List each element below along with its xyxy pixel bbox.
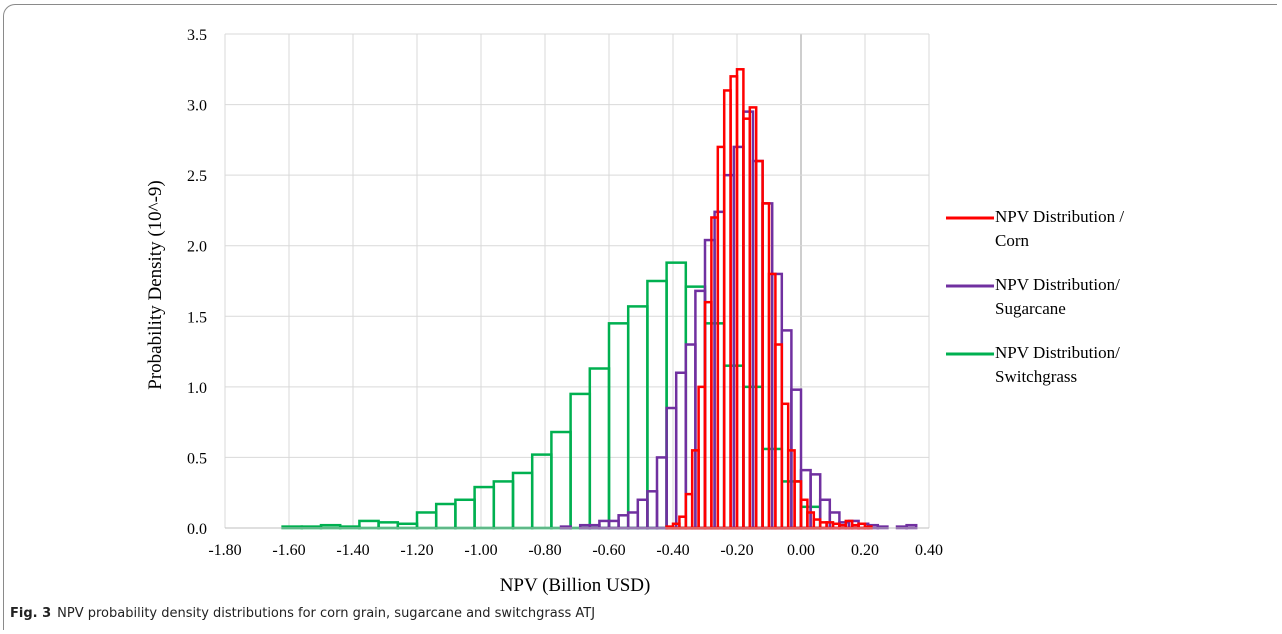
histogram-bin bbox=[790, 388, 803, 530]
histogram-bin bbox=[646, 490, 659, 530]
histogram-bin bbox=[703, 238, 716, 530]
histogram-bin bbox=[732, 145, 745, 530]
y-tick-label: 3.0 bbox=[187, 98, 207, 115]
histogram-bin bbox=[511, 471, 534, 530]
histogram-bin bbox=[828, 511, 841, 530]
histogram-bin bbox=[818, 498, 832, 530]
y-tick-label: 0.0 bbox=[187, 521, 207, 538]
histogram-bin bbox=[607, 519, 620, 530]
series-switchgrass bbox=[281, 261, 822, 530]
y-tick-label: 2.5 bbox=[187, 168, 207, 185]
histogram-bin bbox=[396, 522, 419, 530]
histogram-bin bbox=[694, 289, 707, 530]
legend-label: NPV Distribution/ bbox=[995, 275, 1120, 294]
caption-label: Fig. 3 bbox=[10, 606, 52, 621]
histogram-bin bbox=[377, 521, 400, 530]
x-tick-label: -1.80 bbox=[208, 542, 241, 559]
legend-label: Corn bbox=[995, 231, 1030, 250]
legend: NPV Distribution / Corn NPV Distribution/S… bbox=[946, 207, 1124, 386]
legend-label: Sugarcane bbox=[995, 299, 1066, 318]
histogram-bin bbox=[626, 511, 640, 530]
x-tick-label: 0.20 bbox=[851, 542, 879, 559]
histogram-series bbox=[281, 68, 918, 530]
x-tick-label: -1.20 bbox=[400, 542, 433, 559]
histogram-bin bbox=[742, 110, 755, 530]
x-tick-label: -0.40 bbox=[656, 542, 689, 559]
histogram-bin bbox=[434, 502, 457, 530]
histogram-bin bbox=[674, 371, 688, 530]
histogram-bin bbox=[617, 514, 630, 530]
y-tick-label: 3.5 bbox=[187, 27, 207, 44]
x-tick-label: -1.60 bbox=[272, 542, 305, 559]
y-tick-label: 1.5 bbox=[187, 309, 207, 326]
histogram-bin bbox=[358, 519, 380, 530]
histogram-bin bbox=[473, 485, 496, 530]
histogram-bin bbox=[722, 173, 736, 530]
x-axis-title: NPV (Billion USD) bbox=[500, 575, 651, 596]
histogram-bin bbox=[569, 392, 592, 530]
histogram-bin bbox=[761, 202, 774, 530]
histogram-bin bbox=[530, 453, 553, 530]
histogram-bin bbox=[684, 343, 697, 530]
histogram-bin bbox=[454, 498, 476, 530]
legend-entry: NPV Distribution/Switchgrass bbox=[946, 343, 1120, 386]
caption-text: NPV probability density distributions fo… bbox=[57, 606, 596, 621]
legend-label: Switchgrass bbox=[995, 367, 1077, 386]
grid-lines bbox=[224, 33, 930, 529]
histogram-bin bbox=[636, 498, 649, 530]
y-tick-label: 0.5 bbox=[187, 450, 207, 467]
y-tick-label: 1.0 bbox=[187, 380, 207, 397]
histogram-bin bbox=[415, 511, 438, 530]
histogram-bin bbox=[492, 480, 515, 530]
histogram-bin bbox=[655, 456, 668, 530]
histogram-bin bbox=[665, 406, 678, 530]
x-tick-labels: -1.80 -1.60 -1.40 -1.20 -1.00 -0.80 -0.60 -0.40… bbox=[208, 542, 943, 559]
x-tick-label: 0.00 bbox=[787, 542, 815, 559]
x-tick-label: -0.20 bbox=[720, 542, 753, 559]
x-tick-label: -1.40 bbox=[336, 542, 369, 559]
histogram-bin bbox=[598, 519, 611, 530]
y-axis-title: Probability Density (10^-9) bbox=[145, 180, 166, 389]
figure-frame bbox=[3, 4, 1277, 630]
histogram-bin bbox=[607, 322, 630, 530]
figure-caption: Fig. 3 NPV probability density distributi… bbox=[10, 606, 595, 621]
histogram-bin bbox=[550, 430, 572, 530]
x-tick-label: 0.40 bbox=[915, 542, 943, 559]
series-corn bbox=[665, 68, 873, 530]
histogram-bin bbox=[588, 367, 611, 530]
histogram-bin bbox=[780, 329, 793, 530]
legend-entry: NPV Distribution/Sugarcane bbox=[946, 275, 1120, 318]
legend-entry: NPV Distribution / Corn bbox=[946, 207, 1124, 250]
y-tick-labels: 0.0 0.5 1.0 1.5 2.0 2.5 3.0 3.5 bbox=[187, 27, 207, 538]
legend-label: NPV Distribution/ bbox=[995, 343, 1120, 362]
histogram-bin bbox=[713, 210, 726, 530]
x-tick-label: -0.60 bbox=[592, 542, 625, 559]
histogram-bin bbox=[770, 272, 784, 530]
legend-label: NPV Distribution / bbox=[995, 207, 1124, 226]
series-sugarcane bbox=[559, 110, 918, 530]
histogram-bin bbox=[626, 305, 649, 530]
y-tick-label: 2.0 bbox=[187, 239, 207, 256]
histogram-bin bbox=[751, 159, 764, 530]
x-tick-label: -1.00 bbox=[464, 542, 497, 559]
x-tick-label: -0.80 bbox=[528, 542, 561, 559]
